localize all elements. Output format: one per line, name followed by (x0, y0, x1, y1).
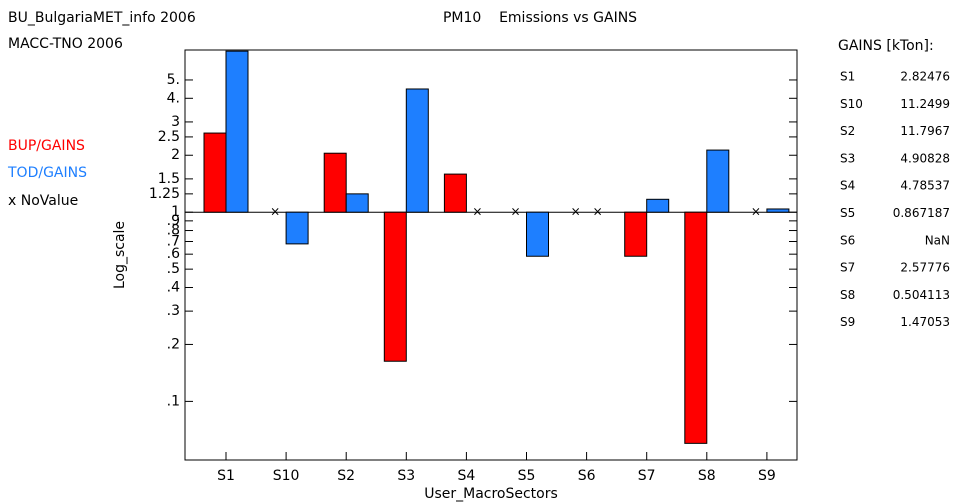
x-tick-label: S8 (698, 468, 716, 484)
no-value-marker: × (751, 205, 761, 219)
bar (526, 211, 549, 257)
table-title: GAINS [kTon]: (838, 38, 934, 54)
bar (323, 152, 347, 213)
y-tick-label: 4. (167, 90, 180, 106)
table-value: 2.82476 (900, 70, 950, 84)
table-value: 11.2499 (900, 97, 950, 111)
y-tick-label: 1.25 (149, 186, 180, 202)
table-key: S3 (840, 151, 855, 165)
table-value: 11.7967 (900, 124, 950, 138)
no-value-marker: × (571, 205, 581, 219)
x-tick-label: S10 (273, 468, 300, 484)
bar (706, 149, 730, 213)
y-tick-label: 1 (171, 204, 180, 220)
plot-frame (184, 49, 798, 461)
table-value: 0.867187 (893, 206, 950, 220)
subtitle: BU_BulgariaMET_info 2006 (8, 10, 196, 26)
subtitle: MACC-TNO 2006 (8, 36, 123, 52)
bar (646, 198, 670, 213)
y-tick-label: .5 (167, 261, 180, 277)
x-tick-label: S4 (458, 468, 476, 484)
table-key: S9 (840, 315, 855, 329)
bar (624, 211, 648, 257)
no-value-legend: x NoValue (8, 193, 78, 209)
y-tick-label: 1.5 (158, 171, 180, 187)
x-tick-label: S5 (518, 468, 536, 484)
y-tick-label: .7 (167, 234, 180, 250)
x-tick-label: S6 (578, 468, 596, 484)
y-tick-label: 5. (167, 72, 180, 88)
y-tick-label: .8 (167, 223, 180, 239)
table-key: S7 (840, 261, 855, 275)
table-key: S6 (840, 233, 855, 247)
no-value-marker: × (270, 205, 280, 219)
y-tick-label: 2 (171, 147, 180, 163)
no-value-marker: × (472, 205, 482, 219)
y-tick-label: .9 (167, 213, 180, 229)
bar (684, 211, 708, 444)
table-value: 2.57776 (900, 261, 950, 275)
bar (443, 173, 467, 213)
table-value: 4.78537 (900, 179, 950, 193)
table-key: S2 (840, 124, 855, 138)
table-key: S1 (840, 70, 855, 84)
bar (285, 211, 309, 245)
table-key: S8 (840, 288, 855, 302)
table-value: 1.47053 (900, 315, 950, 329)
y-axis-label: Log_scale (112, 221, 128, 289)
table-key: S4 (840, 179, 855, 193)
y-tick-label: .2 (167, 336, 180, 352)
chart-title: PM10 Emissions vs GAINS (443, 10, 637, 26)
x-tick-label: S3 (397, 468, 415, 484)
bar (405, 88, 429, 213)
table-value: NaN (925, 233, 950, 247)
table-key: S10 (840, 97, 863, 111)
table-value: 4.90828 (900, 151, 950, 165)
x-tick-label: S1 (217, 468, 235, 484)
x-tick-label: S9 (758, 468, 776, 484)
y-tick-label: 2.5 (158, 129, 180, 145)
legend-label: TOD/GAINS (7, 165, 87, 181)
bar (383, 211, 407, 362)
x-axis-label: User_MacroSectors (424, 486, 558, 502)
bar (225, 50, 249, 213)
y-tick-label: 3 (171, 114, 180, 130)
x-tick-label: S7 (638, 468, 656, 484)
y-tick-label: .1 (167, 393, 180, 409)
bar (345, 193, 369, 213)
y-tick-label: .3 (167, 303, 180, 319)
table-value: 0.504113 (893, 288, 950, 302)
bar (766, 208, 790, 213)
y-tick-label: .4 (167, 279, 180, 295)
no-value-marker: × (593, 205, 603, 219)
legend-label: BUP/GAINS (8, 138, 85, 154)
bar (203, 132, 227, 213)
no-value-marker: × (510, 205, 520, 219)
x-tick-label: S2 (337, 468, 355, 484)
y-tick-label: .6 (167, 246, 180, 262)
table-key: S5 (840, 206, 855, 220)
